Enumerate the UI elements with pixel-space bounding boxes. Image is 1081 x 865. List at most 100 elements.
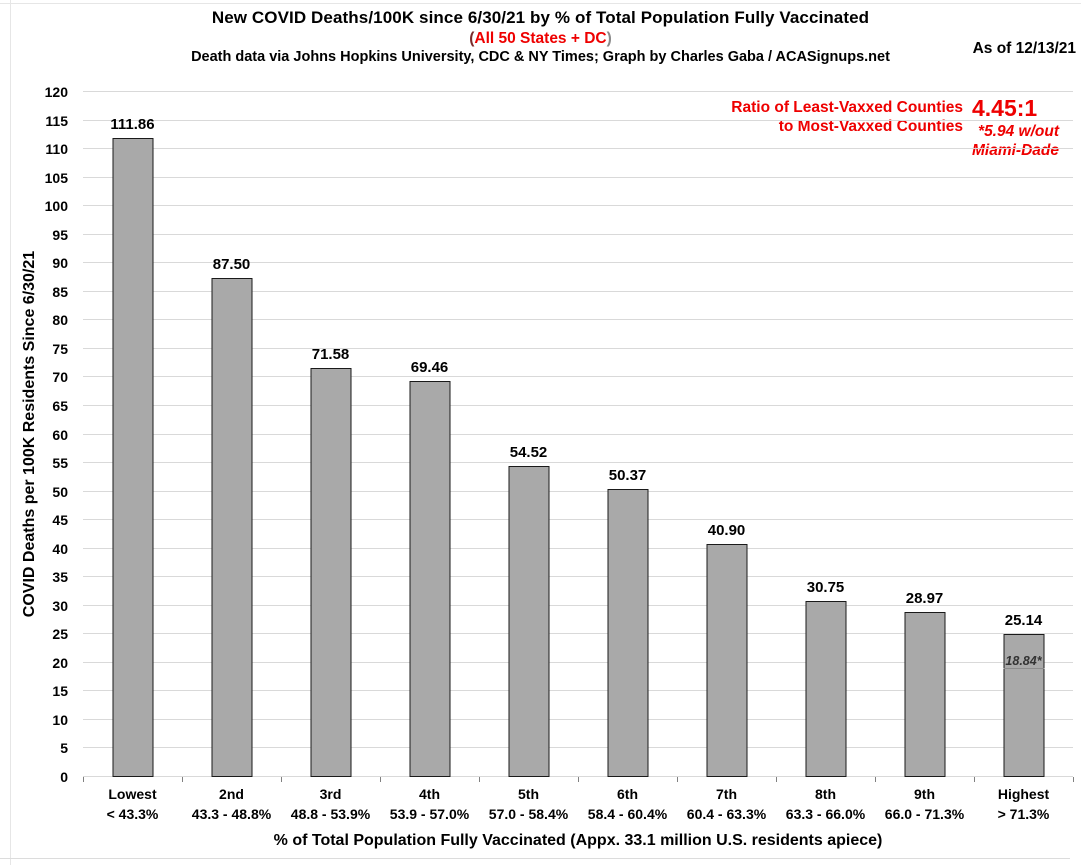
bar-value-label: 40.90 [707, 521, 746, 539]
gridline [83, 490, 1073, 492]
y-tick-label: 15 [52, 683, 68, 700]
x-category-tier: Highest [997, 786, 1050, 802]
ratio-note: *5.94 w/out Miami-Dade [972, 123, 1059, 159]
x-category-tier: Lowest [108, 786, 157, 802]
y-tick-label: 5 [60, 740, 68, 757]
bar [409, 380, 450, 777]
bar [310, 368, 351, 777]
bar [1003, 633, 1044, 777]
x-axis-boundary-tick [1073, 777, 1074, 782]
x-category: 3rd 48.8 - 53.9% [281, 784, 380, 824]
subtitle-paren-close: ) [606, 30, 612, 47]
y-tick-label: 20 [52, 654, 68, 671]
gridline [83, 176, 1073, 178]
gridline [83, 604, 1073, 606]
y-tick-label: 50 [52, 483, 68, 500]
sheet-edge-bottom-line [0, 858, 1070, 859]
gridline [83, 633, 1073, 635]
bar [112, 138, 153, 777]
x-axis-boundary-tick [974, 777, 975, 782]
x-category-range: 57.0 - 58.4% [488, 806, 569, 822]
ratio-annotation: Ratio of Least-Vaxxed Counties to Most-V… [731, 96, 1059, 160]
y-tick-label: 55 [52, 455, 68, 472]
y-tick-label: 105 [44, 169, 68, 186]
chart-subtitle: (All 50 States + DC) [0, 30, 1081, 48]
x-category: 8th 63.3 - 66.0% [776, 784, 875, 824]
x-axis-categories: Lowest < 43.3% 2nd 43.3 - 48.8% 3rd 48.8 - 53… [83, 784, 1073, 824]
bar-value-label: 25.14 [1004, 611, 1043, 629]
y-tick-label: 90 [52, 255, 68, 272]
x-category-tier: 8th [815, 786, 836, 802]
y-tick-label: 10 [52, 711, 68, 728]
gridline [83, 376, 1073, 378]
bar-value-label: 30.75 [806, 579, 845, 597]
credit-line: Death data via Johns Hopkins University,… [191, 49, 890, 65]
x-category-tier: 4th [419, 786, 440, 802]
plot-area: 111.86 87.50 71.58 69.46 54.52 50.37 40.90 30.7… [83, 91, 1074, 782]
x-category-tier: 9th [914, 786, 935, 802]
gridline [83, 290, 1073, 292]
gridline [83, 547, 1073, 549]
y-axis-ticks: 0 5 10 15 20 25 30 35 40 45 50 55 60 65 70 75 80 85 90 95 10… [0, 84, 74, 785]
y-tick-label: 35 [52, 569, 68, 586]
x-axis-title: % of Total Population Fully Vaccinated (… [273, 832, 883, 849]
sheet-edge-vertical-line [10, 0, 11, 865]
gridline [83, 233, 1073, 235]
ratio-label: Ratio of Least-Vaxxed Counties to Most-V… [731, 99, 963, 135]
y-tick-label: 75 [52, 340, 68, 357]
x-axis-boundary-tick [83, 777, 84, 782]
x-category-tier: 2nd [219, 786, 244, 802]
bar-value-label: 54.52 [509, 443, 548, 461]
gridline [83, 690, 1073, 692]
x-category: Lowest < 43.3% [83, 784, 182, 824]
y-tick-label: 40 [52, 540, 68, 557]
x-category-range: 58.4 - 60.4% [587, 806, 668, 822]
x-axis-boundary-tick [281, 777, 282, 782]
gridline [83, 347, 1073, 349]
gridline [83, 661, 1073, 663]
x-axis-boundary-tick [380, 777, 381, 782]
y-tick-label: 30 [52, 597, 68, 614]
bar-value-label: 50.37 [608, 467, 647, 485]
gridline [83, 262, 1073, 264]
x-category-tier: 3rd [319, 786, 342, 802]
bar [508, 465, 549, 777]
subtitle-paren-open: ( [469, 30, 475, 47]
y-tick-label: 25 [52, 626, 68, 643]
bar [706, 543, 747, 777]
chart-title: New COVID Deaths/100K since 6/30/21 by %… [211, 8, 870, 27]
bar-value-label: 28.97 [905, 589, 944, 607]
y-tick-label: 60 [52, 426, 68, 443]
gridline [83, 519, 1073, 521]
x-category: 5th 57.0 - 58.4% [479, 784, 578, 824]
gridline [83, 433, 1073, 435]
gridline [83, 119, 1073, 121]
bar-value-label: 87.50 [212, 255, 251, 273]
x-category-range: < 43.3% [106, 806, 159, 822]
y-tick-label: 45 [52, 512, 68, 529]
bar-value-label: 69.46 [410, 358, 449, 376]
x-axis-boundary-tick [875, 777, 876, 782]
y-tick-label: 80 [52, 312, 68, 329]
x-category: 4th 53.9 - 57.0% [380, 784, 479, 824]
x-category-tier: 7th [716, 786, 737, 802]
y-tick-label: 100 [44, 198, 68, 215]
x-axis-boundary-tick [776, 777, 777, 782]
x-axis-boundary-tick [182, 777, 183, 782]
bar [805, 601, 846, 777]
gridline [83, 148, 1073, 150]
x-category: 6th 58.4 - 60.4% [578, 784, 677, 824]
x-axis-boundary-tick [677, 777, 678, 782]
gridline [83, 576, 1073, 578]
bar-annotation-line [1003, 668, 1044, 670]
bar-value-label: 111.86 [110, 116, 155, 134]
gridline [83, 91, 1073, 92]
gridline [83, 205, 1073, 207]
y-tick-label: 115 [45, 112, 68, 129]
x-axis-boundary-tick [578, 777, 579, 782]
y-tick-label: 65 [52, 397, 68, 414]
x-category-range: 60.4 - 63.3% [686, 806, 767, 822]
ratio-value-column: 4.45:1 *5.94 w/out Miami-Dade [972, 96, 1059, 160]
sheet-edge-top-line [0, 3, 1081, 4]
